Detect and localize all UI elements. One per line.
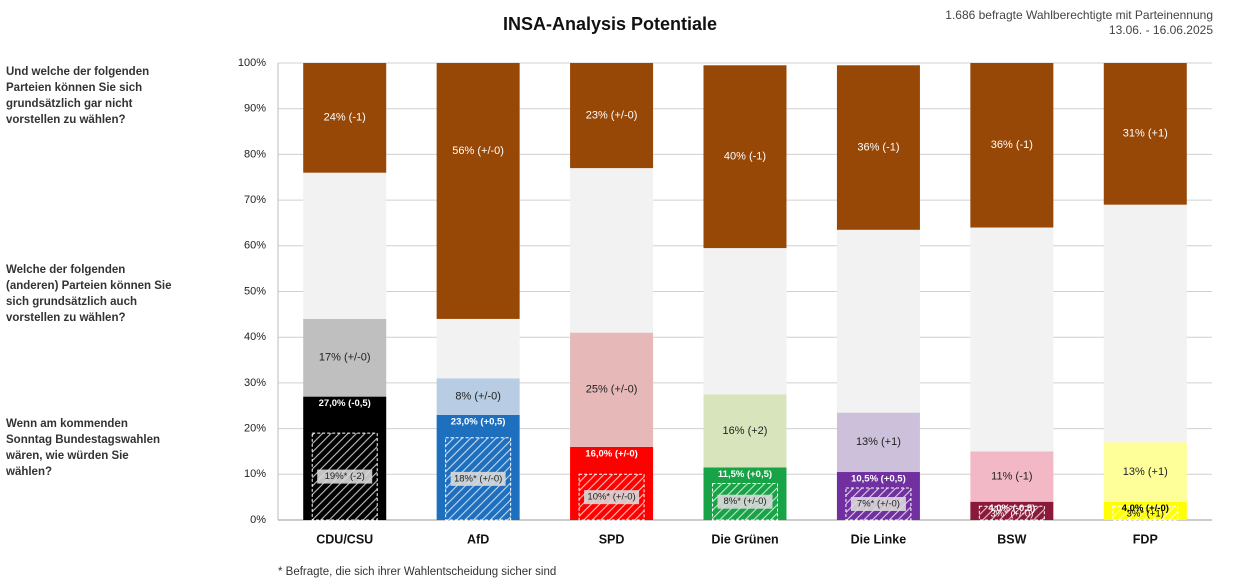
bar-sure-voters-hatch: [979, 506, 1045, 520]
x-category-label: CDU/CSU: [316, 532, 373, 546]
x-category-label: SPD: [599, 532, 625, 546]
label-sure-voters: 3%* (+1): [1127, 509, 1164, 520]
label-sure-voters: 19%* (-2): [325, 471, 365, 482]
bar-neutral: [570, 168, 654, 333]
question-vote: Wenn am kommenden Sonntag Bundestagswahl…: [6, 418, 160, 478]
y-tick-label: 20%: [244, 423, 266, 435]
bar-sure-voters-hatch: [1112, 506, 1178, 520]
y-tick-label: 100%: [238, 57, 266, 69]
question-potential: Welche der folgenden (anderen) Parteien …: [6, 264, 172, 324]
x-category-label: Die Grünen: [711, 532, 778, 546]
label-sure-voters: 10%* (+/-0): [587, 492, 635, 503]
bar-reject: [836, 65, 920, 230]
y-tick-label: 90%: [244, 103, 266, 115]
label-reject: 40% (-1): [724, 151, 766, 163]
label-potential: 16% (+2): [723, 425, 768, 437]
labels: CDU/CSU 24% (-1) 17% (+/-0) 27,0% (-0,5) 19%…: [316, 109, 1169, 546]
label-potential: 13% (+1): [1123, 466, 1168, 478]
x-category-label: FDP: [1133, 532, 1158, 546]
label-potential: 17% (+/-0): [319, 352, 371, 364]
y-tick-label: 30%: [244, 377, 266, 389]
label-bg-sure-voters: [584, 490, 640, 505]
label-bg-sure-voters: [717, 494, 773, 509]
label-bg-sure-voters: [317, 469, 373, 484]
subtitle-respondents: 1.686 befragte Wahlberechtigte mit Parte…: [945, 8, 1213, 22]
label-vote-share: 10,5% (+0,5): [851, 474, 906, 485]
footnote: * Befragte, die sich ihrer Wahlentscheid…: [278, 566, 557, 578]
label-vote-share: 11,5% (+0,5): [718, 469, 772, 480]
label-vote-share: 27,0% (-0,5): [319, 398, 371, 409]
bar-potential: [436, 378, 520, 415]
label-sure-voters: 18%* (+/-0): [454, 473, 502, 484]
label-sure-voters: 8%* (+/-0): [723, 496, 766, 507]
y-tick-label: 60%: [244, 240, 266, 252]
bar-potential: [970, 451, 1054, 502]
bar-potential: [703, 394, 787, 468]
label-reject: 31% (+1): [1123, 128, 1168, 140]
label-reject: 24% (-1): [324, 112, 366, 124]
x-category-label: Die Linke: [851, 532, 907, 546]
x-category-label: BSW: [997, 532, 1026, 546]
bar-reject: [1103, 63, 1187, 205]
label-potential: 25% (+/-0): [586, 384, 638, 396]
label-sure-voters: 7%* (+/-0): [857, 499, 900, 510]
bar-potential: [836, 412, 920, 473]
label-potential: 8% (+/-0): [455, 391, 501, 403]
label-sure-voters: 3%* (+/-0): [990, 509, 1033, 520]
bar-potential: [303, 318, 387, 397]
bar-neutral: [970, 227, 1054, 452]
label-potential: 11% (-1): [991, 470, 1032, 482]
label-vote-share: 4,0% (+/-0): [1122, 503, 1169, 514]
bar-neutral: [1103, 204, 1187, 443]
label-vote-share: 23,0% (+0,5): [451, 416, 506, 427]
label-bg-sure-voters: [450, 471, 506, 486]
bar-reject: [303, 63, 387, 173]
label-reject: 36% (-1): [857, 141, 899, 153]
bar-reject: [570, 63, 654, 169]
y-tick-label: 0%: [250, 514, 266, 526]
y-tick-label: 70%: [244, 194, 266, 206]
bar-reject: [970, 63, 1054, 228]
subtitle-period: 13.06. - 16.06.2025: [1108, 23, 1213, 37]
chart-subtitle: 1.686 befragte Wahlberechtigte mit Parte…: [945, 8, 1213, 38]
y-tick-label: 50%: [244, 285, 266, 297]
chart-title: INSA-Analysis Potentiale: [502, 14, 718, 34]
bar-potential: [570, 332, 654, 447]
label-reject: 23% (+/-0): [586, 109, 638, 121]
label-reject: 36% (-1): [991, 139, 1033, 151]
bar-potential: [1103, 442, 1187, 502]
bar-neutral: [436, 318, 520, 379]
bar-neutral: [703, 248, 787, 395]
y-tick-label: 80%: [244, 148, 266, 160]
label-vote-share: 16,0% (+/-0): [585, 448, 638, 459]
question-reject: Und welche der folgenden Parteien können…: [6, 66, 150, 126]
bar-neutral: [303, 172, 387, 319]
label-vote-share: 4,0% (-0,5): [988, 503, 1035, 514]
y-tick-label: 10%: [244, 468, 266, 480]
bar-reject: [436, 63, 520, 319]
label-reject: 56% (+/-0): [452, 145, 504, 157]
label-potential: 13% (+1): [856, 436, 901, 448]
x-category-label: AfD: [467, 532, 489, 546]
label-bg-sure-voters: [850, 497, 906, 512]
bar-reject: [703, 65, 787, 249]
bar-neutral: [836, 229, 920, 413]
y-tick-label: 40%: [244, 331, 266, 343]
